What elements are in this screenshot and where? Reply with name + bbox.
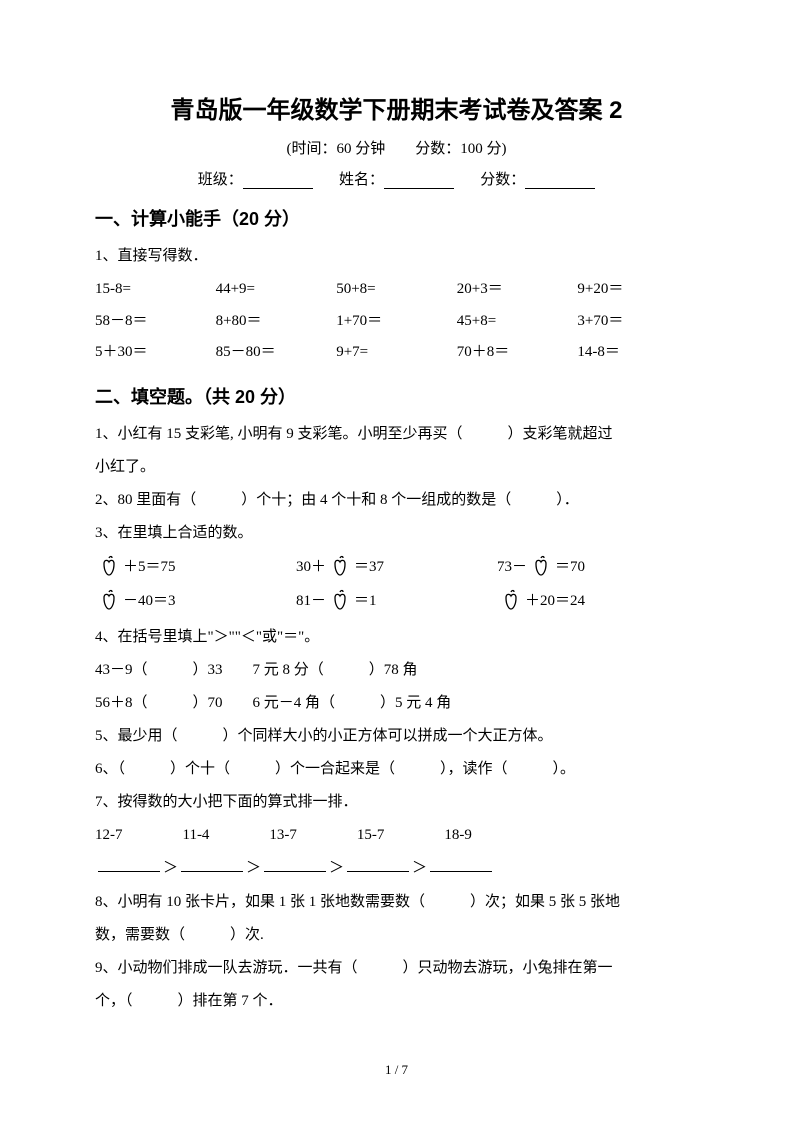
apple-cell: 30＋ ＝37 xyxy=(296,554,497,578)
gt-row: ＞ ＞ ＞ ＞ xyxy=(95,853,698,885)
s2-q8a: 8、小明有 10 张卡片，如果 1 张 1 张地数需要数（ ）次；如果 5 张 … xyxy=(95,887,698,917)
info-line: 班级： 姓名： 分数： xyxy=(95,168,698,189)
s2-q1a: 1、小红有 15 支彩笔, 小明有 9 支彩笔。小明至少再买（ ）支彩笔就超过 xyxy=(95,419,698,449)
calc-row: 15-8= 44+9= 50+8= 20+3＝ 9+20＝ xyxy=(95,274,698,306)
s2-q9a: 9、小动物们排成一队去游玩．一共有（ ）只动物去游玩，小兔排在第一 xyxy=(95,953,698,983)
gt-sign: ＞ xyxy=(246,853,261,885)
calc-cell: 20+3＝ xyxy=(457,274,578,306)
apple-post: ＋5＝75 xyxy=(123,555,176,576)
apple-post: －40＝3 xyxy=(123,589,176,610)
gt-sign: ＞ xyxy=(329,853,344,885)
calc-cell: 85－80＝ xyxy=(216,337,337,369)
gt-blank[interactable] xyxy=(347,871,409,872)
s2-q1b: 小红了。 xyxy=(95,452,698,482)
gt-sign: ＞ xyxy=(412,853,427,885)
apple-icon xyxy=(328,588,352,612)
calc-cell: 70＋8＝ xyxy=(457,337,578,369)
s2-q9b: 个，（ ）排在第 7 个． xyxy=(95,986,698,1016)
s1-q1: 1、直接写得数． xyxy=(95,241,698,271)
s2-q7a: 12-7 11-4 13-7 15-7 18-9 xyxy=(95,820,698,850)
apple-icon xyxy=(328,554,352,578)
s2-q3: 3、在里填上合适的数。 xyxy=(95,518,698,548)
section-1-heading: 一、计算小能手（20 分） xyxy=(95,205,698,231)
subtitle: (时间：60 分钟 分数：100 分) xyxy=(95,137,698,158)
apple-row: ＋5＝75 30＋ ＝37 73－ ＝70 xyxy=(95,554,698,578)
apple-row: －40＝3 81－ ＝1 ＋20＝24 xyxy=(95,588,698,612)
calc-cell: 1+70＝ xyxy=(336,306,457,338)
s2-q4b: 56＋8（ ）70 6 元－4 角（ ）5 元 4 角 xyxy=(95,688,698,718)
apple-post: ＝37 xyxy=(354,555,384,576)
calc-row: 58－8＝ 8+80＝ 1+70＝ 45+8= 3+70＝ xyxy=(95,306,698,338)
apple-cell: －40＝3 xyxy=(95,588,296,612)
apple-icon xyxy=(97,588,121,612)
calc-cell: 14-8＝ xyxy=(577,337,698,369)
name-blank[interactable] xyxy=(384,173,454,189)
calc-cell: 3+70＝ xyxy=(577,306,698,338)
apple-pre: 81－ xyxy=(296,589,326,610)
calc-cell: 9+7= xyxy=(336,337,457,369)
section-2-heading: 二、填空题。（共 20 分） xyxy=(95,383,698,409)
score-blank[interactable] xyxy=(525,173,595,189)
gt-blank[interactable] xyxy=(181,871,243,872)
gt-blank[interactable] xyxy=(430,871,492,872)
s2-q7: 7、按得数的大小把下面的算式排一排． xyxy=(95,787,698,817)
gt-blank[interactable] xyxy=(264,871,326,872)
score-label: 分数： xyxy=(480,172,525,188)
calc-cell: 44+9= xyxy=(216,274,337,306)
s2-q2: 2、80 里面有（ ）个十；由 4 个十和 8 个一组成的数是（ ）． xyxy=(95,485,698,515)
calc-cell: 8+80＝ xyxy=(216,306,337,338)
s2-q4: 4、在括号里填上"＞""＜"或"＝"。 xyxy=(95,622,698,652)
apple-icon xyxy=(499,588,523,612)
calc-row: 5＋30＝ 85－80＝ 9+7= 70＋8＝ 14-8＝ xyxy=(95,337,698,369)
gt-blank[interactable] xyxy=(98,871,160,872)
apple-cell: ＋5＝75 xyxy=(95,554,296,578)
calc-cell: 45+8= xyxy=(457,306,578,338)
s2-q4a: 43－9（ ）33 7 元 8 分（ ）78 角 xyxy=(95,655,698,685)
apple-icon xyxy=(529,554,553,578)
calc-cell: 50+8= xyxy=(336,274,457,306)
page-title: 青岛版一年级数学下册期末考试卷及答案 2 xyxy=(95,90,698,125)
calc-cell: 15-8= xyxy=(95,274,216,306)
class-blank[interactable] xyxy=(243,173,313,189)
apple-post: ＝70 xyxy=(555,555,585,576)
apple-post: ＝1 xyxy=(354,589,377,610)
calc-cell: 9+20＝ xyxy=(577,274,698,306)
apple-pre: 73－ xyxy=(497,555,527,576)
apple-cell: 81－ ＝1 xyxy=(296,588,497,612)
calc-cell: 58－8＝ xyxy=(95,306,216,338)
s2-q5: 5、最少用（ ）个同样大小的小正方体可以拼成一个大正方体。 xyxy=(95,721,698,751)
page-number: 1 / 7 xyxy=(0,1062,793,1078)
apple-post: ＋20＝24 xyxy=(525,589,585,610)
apple-icon xyxy=(97,554,121,578)
s2-q8b: 数，需要数（ ）次. xyxy=(95,920,698,950)
apple-pre: 30＋ xyxy=(296,555,326,576)
name-label: 姓名： xyxy=(339,172,384,188)
s2-q6: 6、（ ）个十（ ）个一合起来是（ ），读作（ ）。 xyxy=(95,754,698,784)
apple-cell: ＋20＝24 xyxy=(497,588,698,612)
calc-cell: 5＋30＝ xyxy=(95,337,216,369)
apple-cell: 73－ ＝70 xyxy=(497,554,698,578)
gt-sign: ＞ xyxy=(163,853,178,885)
class-label: 班级： xyxy=(198,172,243,188)
